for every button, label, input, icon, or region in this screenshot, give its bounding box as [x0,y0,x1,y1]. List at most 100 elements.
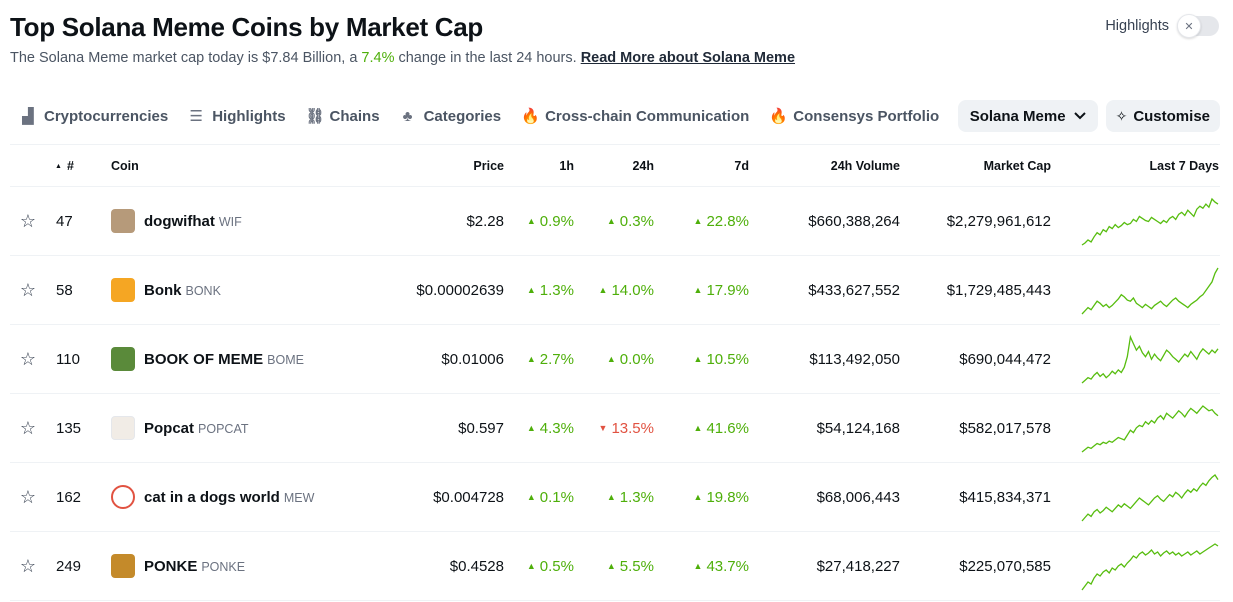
header-rank[interactable]: ▲ # [55,158,74,173]
coin-symbol: POPCAT [198,421,249,436]
coin-mcap: $2,279,961,612 [946,212,1051,230]
coin-name: Popcat [144,419,195,437]
change-24h-value: 13.5% [611,419,654,437]
toggle-knob: ✕ [1177,14,1201,38]
coin-volume: $68,006,443 [816,488,900,506]
change-7d-value: 41.6% [706,419,749,437]
list-icon: ☰ [189,108,203,125]
coin-link[interactable]: dogwifhat WIF [111,209,371,233]
triangle-up-icon: ▲ [693,284,703,295]
coin-link[interactable]: BOOK OF MEME BOME [111,347,371,371]
header-price[interactable]: Price [473,158,504,173]
chevron-down-icon [1073,112,1086,120]
change-7d: ▲ 10.5% [654,351,749,368]
star-icon[interactable]: ☆ [19,279,37,300]
coin-avatar [111,278,135,302]
coin-price: $2.28 [466,212,504,230]
coin-avatar [111,416,135,440]
filter-select[interactable]: Solana Meme [957,100,1098,132]
sparkline-chart [1081,267,1219,315]
change-1h-value: 2.7% [539,350,574,368]
star-icon[interactable]: ☆ [19,555,37,576]
change-24h-value: 0.0% [619,350,654,368]
coin-link[interactable]: Popcat POPCAT [111,416,371,440]
tab-cryptocurrencies[interactable]: ▟ Cryptocurrencies [10,100,178,132]
coin-rank: 58 [56,281,73,299]
fire-icon: 🔥 [521,108,540,125]
triangle-up-icon: ▲ [606,560,616,571]
table-body: ☆ 47 dogwifhat WIF $2.28 ▲ 0.9% ▲ 0.3% ▲ 22.8% $660… [10,187,1220,601]
coin-link[interactable]: PONKE PONKE [111,554,371,578]
table-row[interactable]: ☆ 58 Bonk BONK $0.00002639 ▲ 1.3% ▲ 14.0% ▲ 17.9% $… [10,256,1220,325]
coin-price: $0.01006 [441,350,504,368]
coin-link[interactable]: cat in a dogs world MEW [111,485,371,509]
coin-mcap: $1,729,485,443 [946,281,1051,299]
highlights-toggle[interactable]: ✕ [1177,14,1219,38]
change-1h-value: 0.5% [539,557,574,575]
coin-link[interactable]: Bonk BONK [111,278,371,302]
read-more-link[interactable]: Read More about Solana Meme [580,50,796,66]
triangle-down-icon: ▼ [598,422,608,433]
change-7d-value: 22.8% [706,212,749,230]
change-24h-value: 14.0% [611,281,654,299]
header-1h[interactable]: 1h [559,158,574,173]
header-7d[interactable]: 7d [734,158,749,173]
triangle-up-icon: ▲ [693,491,703,502]
change-1h-value: 0.1% [539,488,574,506]
coin-name: cat in a dogs world [144,488,280,506]
header-mcap[interactable]: Market Cap [983,158,1051,173]
coin-mcap: $225,070,585 [959,557,1051,575]
customise-label: Customise [1133,107,1210,125]
header-volume[interactable]: 24h Volume [830,158,900,173]
tab-label: Highlights [212,107,286,125]
sort-caret-icon: ▲ [55,162,62,170]
coin-rank: 47 [56,212,73,230]
sparkline-cell [1051,471,1219,523]
change-24h-value: 0.3% [619,212,654,230]
sparkline-path [1081,267,1219,315]
change-24h: ▲ 5.5% [574,558,654,575]
change-1h: ▲ 2.7% [504,351,574,368]
tab-categories[interactable]: ♣ Categories [390,100,512,132]
table-header: ▲ # Coin Price 1h 24h 7d 24h Volume Marke… [10,144,1220,187]
star-icon[interactable]: ☆ [19,348,37,369]
coin-price: $0.00002639 [416,281,504,299]
coin-mcap: $415,834,371 [959,488,1051,506]
customise-button[interactable]: ✧ Customise [1105,100,1220,132]
tab-chains[interactable]: ⛓ Chains [296,100,390,132]
change-1h: ▲ 1.3% [504,282,574,299]
header-spark: Last 7 Days [1149,158,1219,173]
table-row[interactable]: ☆ 249 PONKE PONKE $0.4528 ▲ 0.5% ▲ 5.5% ▲ 43.7% $27… [10,532,1220,601]
change-1h: ▲ 4.3% [504,420,574,437]
coin-price: $0.597 [458,419,504,437]
table-row[interactable]: ☆ 162 cat in a dogs world MEW $0.004728 ▲ 0.1%… [10,463,1220,532]
tab-label: Consensys Portfolio [793,107,940,125]
tab-label: Categories [423,107,502,125]
page-title: Top Solana Meme Coins by Market Cap [10,12,484,42]
coin-volume: $27,418,227 [816,557,900,575]
tab-cross-chain-communication[interactable]: 🔥 Cross-chain Communication [511,100,759,132]
table-row[interactable]: ☆ 110 BOOK OF MEME BOME $0.01006 ▲ 2.7% ▲ 0.0% ▲ 1… [10,325,1220,394]
coin-avatar [111,485,135,509]
sparkline-path [1081,405,1219,453]
coin-symbol: WIF [218,214,242,229]
highlights-label: Highlights [1105,18,1169,34]
shapes-icon: ♣ [402,107,413,125]
table-row[interactable]: ☆ 135 Popcat POPCAT $0.597 ▲ 4.3% ▼ 13.5% ▲ 41.6% $… [10,394,1220,463]
link-icon: ⛓ [305,108,325,125]
header-coin[interactable]: Coin [111,158,139,173]
star-icon[interactable]: ☆ [19,486,37,507]
coin-symbol: BOME [267,352,304,367]
tab-consensys-portfolio[interactable]: 🔥 Consensys Portfolio [759,100,947,132]
table-row[interactable]: ☆ 47 dogwifhat WIF $2.28 ▲ 0.9% ▲ 0.3% ▲ 22.8% $660… [10,187,1220,256]
coin-symbol: MEW [283,490,315,505]
star-icon[interactable]: ☆ [19,417,37,438]
sparkline-cell [1051,264,1219,316]
star-icon[interactable]: ☆ [19,210,37,231]
triangle-up-icon: ▲ [526,560,536,571]
header-24h[interactable]: 24h [632,158,654,173]
triangle-up-icon: ▲ [526,422,536,433]
change-24h: ▲ 0.3% [574,213,654,230]
change-24h: ▲ 14.0% [574,282,654,299]
tab-highlights[interactable]: ☰ Highlights [178,100,295,132]
